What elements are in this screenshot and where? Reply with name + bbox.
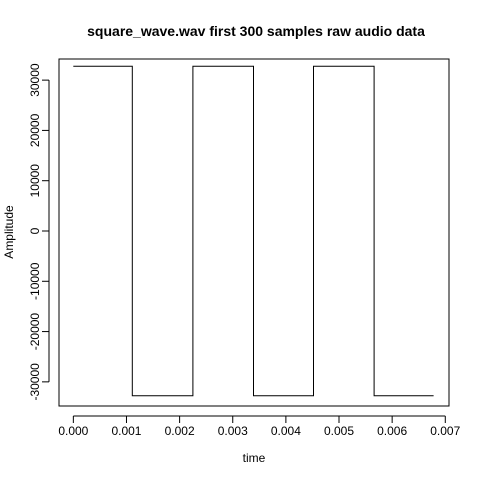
x-tick-label: 0.003	[218, 424, 248, 438]
x-tick-label: 0.005	[324, 424, 354, 438]
x-tick-label: 0.006	[377, 424, 407, 438]
x-tick-label: 0.002	[165, 424, 195, 438]
series-layer	[73, 65, 434, 397]
x-tick-label: 0.004	[271, 424, 301, 438]
y-tick-label: 10000	[28, 164, 42, 198]
x-tick-label: 0.000	[58, 424, 88, 438]
x-axis: 0.000 0.001 0.002 0.003 0.004 0.005 0.006 0.007	[58, 415, 461, 438]
x-tick-label: 0.007	[430, 424, 460, 438]
y-tick-label: 0	[28, 227, 42, 234]
y-tick-label: -30000	[28, 363, 42, 401]
y-tick-label: -10000	[28, 262, 42, 300]
y-tick-label: 20000	[28, 113, 42, 147]
x-tick-label: 0.001	[111, 424, 141, 438]
y-tick-label: 30000	[28, 63, 42, 97]
y-axis: -30000 -20000 -10000 0 10000 20000 30000	[28, 63, 50, 401]
y-tick-label: -20000	[28, 313, 42, 351]
chart-title: square_wave.wav first 300 samples raw au…	[87, 23, 425, 39]
plot-frame	[58, 58, 450, 407]
x-axis-title: time	[243, 451, 266, 465]
y-axis-title: Amplitude	[2, 205, 16, 259]
series-line	[73, 65, 434, 397]
